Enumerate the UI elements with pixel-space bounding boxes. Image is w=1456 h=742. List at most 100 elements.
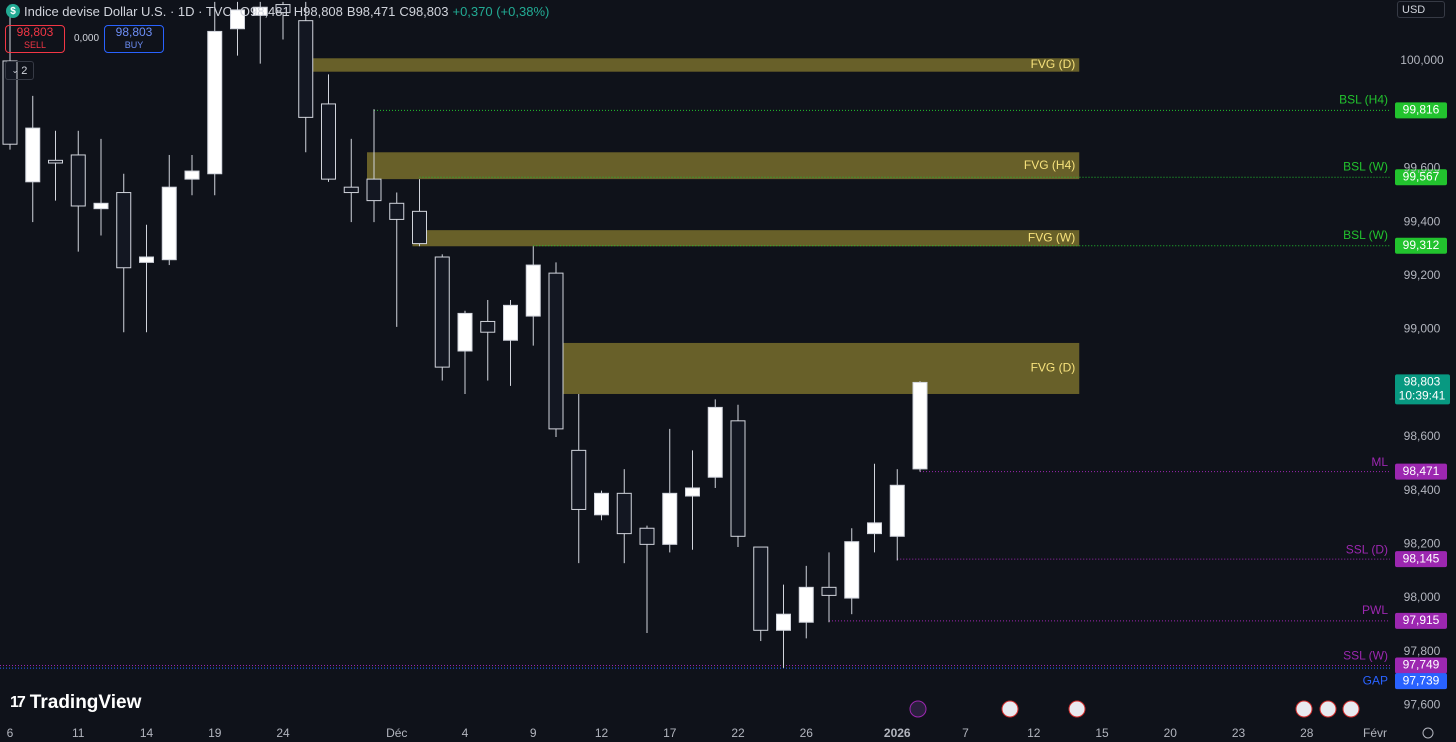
candle-body (798, 586, 814, 623)
y-tick-label: 98,600 (1404, 429, 1441, 443)
y-tick-label: 98,200 (1404, 537, 1441, 551)
fvg-label: FVG (W) (1028, 230, 1075, 244)
x-tick-label: 28 (1300, 726, 1314, 740)
level-price: 97,749 (1403, 658, 1440, 672)
level-name: SSL (D) (1346, 542, 1388, 556)
candle-body (548, 272, 564, 430)
x-tick-label: 17 (663, 726, 677, 740)
candle-body (525, 264, 541, 317)
countdown: 10:39:41 (1399, 389, 1446, 403)
candle-body (252, 6, 268, 16)
ohlc-key: H (293, 3, 304, 19)
level-price-box (1395, 463, 1447, 480)
ohlc-value: 98,471 (355, 3, 396, 19)
candle-body (639, 527, 655, 545)
last-price: 98,803 (1404, 375, 1441, 389)
candle-body (844, 541, 860, 599)
candle-body (412, 210, 427, 245)
price-axis: 6 11 14 19 24 Déc 4 9 12 17 22 26 2026 7 12 15 20 23 28 Fév… (7, 53, 1450, 740)
candle-body (457, 312, 473, 352)
levels: BSL (H4) 99,816 BSL (W) 99,567 BSL (W) 99,312… (0, 93, 1447, 690)
currency-button[interactable]: USD (1397, 1, 1445, 18)
brand: 17 TradingView (10, 692, 142, 713)
candles (2, 1, 928, 668)
buy-button[interactable]: 98,803 BUY (104, 25, 164, 53)
x-tick-label: 12 (595, 726, 609, 740)
x-tick-label: 15 (1095, 726, 1109, 740)
x-tick-label: 26 (800, 726, 814, 740)
candle-body (48, 159, 63, 164)
event-icon[interactable] (1295, 700, 1313, 718)
candle-body (25, 127, 41, 183)
y-tick-label: 100,000 (1400, 53, 1444, 67)
candle-body (321, 103, 336, 180)
symbol-title: Indice devise Dollar U.S. · 1D · TVC (24, 3, 232, 19)
level-name: BSL (W) (1343, 159, 1388, 173)
level-name: PWL (1362, 603, 1388, 617)
fvg-zone (549, 342, 1080, 394)
y-tick-label: 97,600 (1404, 698, 1441, 712)
x-tick-label: 22 (731, 726, 745, 740)
candle-body (230, 9, 245, 30)
y-tick-label: 99,200 (1404, 268, 1441, 282)
symbol-header: $ Indice devise Dollar U.S. · 1D · TVC O… (6, 2, 549, 20)
event-icon[interactable] (1319, 700, 1337, 718)
x-tick-label: 7 (962, 726, 969, 740)
candle-body (116, 192, 132, 269)
ohlc-key: O (239, 3, 250, 19)
candle-body (821, 586, 837, 596)
y-tick-label: 98,000 (1404, 590, 1441, 604)
candle-body (753, 546, 769, 631)
candle-body (616, 492, 632, 535)
fvg-zone (367, 152, 1080, 180)
buy-price: 98,803 (115, 25, 153, 39)
y-tick-label: 98,400 (1404, 483, 1441, 497)
candle-body (161, 186, 177, 261)
event-icon[interactable] (909, 700, 927, 718)
y-tick-label: 99,000 (1404, 322, 1441, 336)
event-icon[interactable] (1068, 700, 1086, 718)
currency: USD (1402, 3, 1426, 16)
x-tick-label: 24 (276, 726, 290, 740)
event-icon[interactable] (1001, 700, 1019, 718)
ohlc-value: 98,481 (249, 3, 290, 19)
event-icon[interactable] (1342, 700, 1360, 718)
candle-body (343, 186, 359, 194)
x-tick-label: 19 (208, 726, 222, 740)
candle-body (912, 381, 928, 470)
level-name: BSL (H4) (1339, 93, 1388, 107)
candle-body (298, 20, 314, 118)
change: +0,370 (+0,38%) (452, 3, 550, 19)
candle-body (434, 256, 450, 368)
level-price: 97,915 (1403, 613, 1440, 627)
level-price: 99,567 (1403, 169, 1440, 183)
candle-body (571, 449, 587, 510)
level-name: BSL (W) (1343, 228, 1388, 242)
candle-body (730, 420, 746, 537)
sell-button[interactable]: 98,803 SELL (5, 25, 65, 53)
candle-body (662, 492, 678, 545)
level-price-box (1395, 551, 1447, 568)
candle-body (275, 4, 291, 14)
level-price: 98,471 (1403, 464, 1440, 478)
last-price-box (1395, 374, 1450, 405)
x-tick-label: 12 (1027, 726, 1041, 740)
indicator-toggle[interactable]: ⌄ 2 (5, 61, 34, 80)
level-price-box (1395, 169, 1447, 186)
candle-body (503, 304, 518, 341)
indicator-count: 2 (21, 64, 28, 77)
ohlc-value: 98,803 (408, 3, 449, 19)
zones: FVG (D) FVG (H4) FVG (W) FVG (D) (298, 57, 1080, 394)
candle-body (707, 406, 723, 478)
brand-name: TradingView (29, 692, 142, 713)
level-price-box (1395, 673, 1447, 690)
candle-body (207, 30, 223, 175)
x-tick-label: Févr (1363, 726, 1387, 740)
ohlc-value: 98,808 (303, 3, 343, 19)
event-icons (909, 700, 1434, 739)
candle-body (889, 484, 905, 537)
settings-icon[interactable] (1422, 727, 1434, 739)
x-tick-label: 9 (530, 726, 537, 740)
candle-body (685, 487, 700, 497)
